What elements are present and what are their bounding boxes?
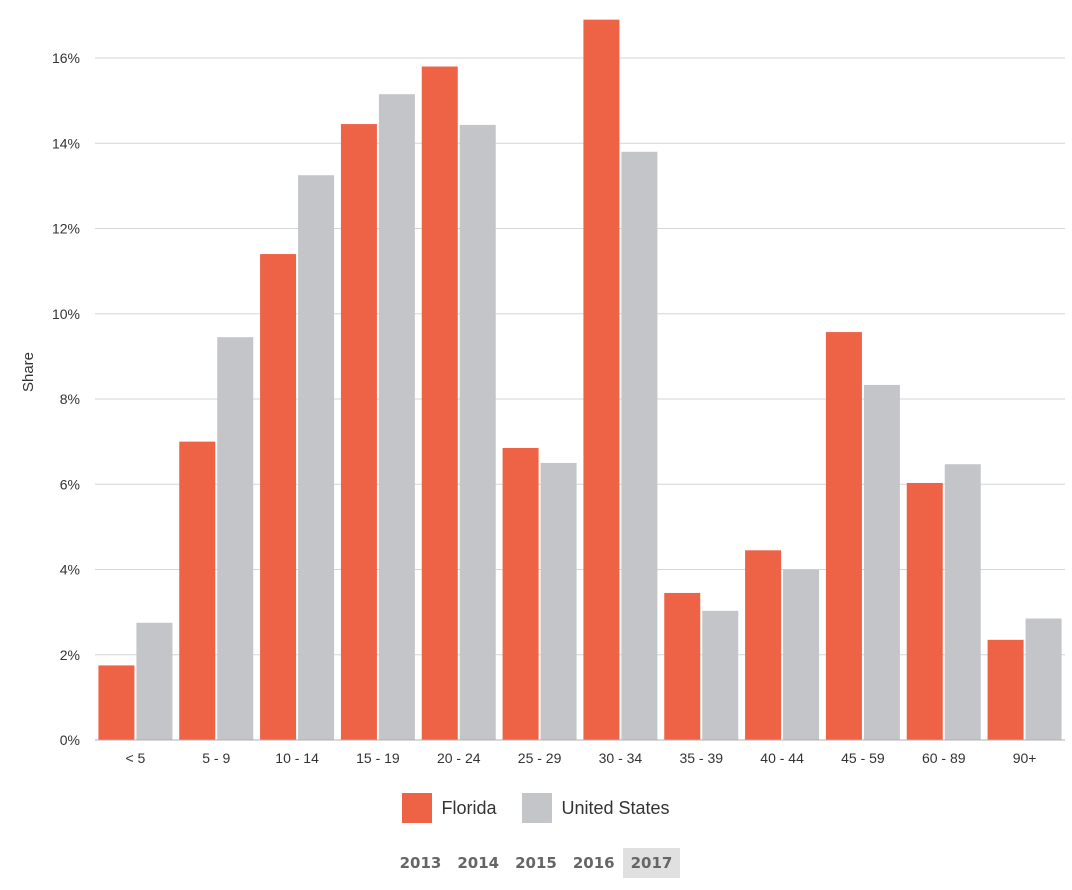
bar-florida[interactable]	[745, 550, 782, 740]
y-tick-label: 14%	[52, 135, 80, 151]
bar-florida[interactable]	[421, 66, 458, 740]
x-tick-label: 10 - 14	[275, 750, 319, 766]
bar-united-states[interactable]	[136, 622, 173, 740]
bar-florida[interactable]	[260, 254, 297, 740]
x-tick-label: 20 - 24	[437, 750, 481, 766]
year-button-2014[interactable]: 2014	[457, 854, 500, 872]
y-axis-ticks: 0% 2% 4% 6% 8% 10% 12% 14% 16%	[52, 50, 80, 748]
bar-florida[interactable]	[179, 441, 216, 740]
x-tick-label: 45 - 59	[841, 750, 885, 766]
x-tick-label: 40 - 44	[760, 750, 804, 766]
year-button-2015[interactable]: 2015	[515, 854, 557, 872]
legend-swatch-florida	[402, 793, 433, 823]
bar-united-states[interactable]	[459, 124, 496, 740]
x-tick-label: 15 - 19	[356, 750, 400, 766]
legend-label-florida: Florida	[441, 797, 497, 818]
y-tick-label: 8%	[60, 391, 80, 407]
bar-chart: 0% 2% 4% 6% 8% 10% 12% 14% 16% < 5 5 - 9 10 - 14 15…	[20, 19, 1065, 766]
y-tick-label: 12%	[52, 221, 80, 237]
bar-united-states[interactable]	[540, 462, 577, 740]
x-axis-ticks: < 5 5 - 9 10 - 14 15 - 19 20 - 24 25 - 29 30 -…	[125, 750, 1036, 766]
bar-florida[interactable]	[340, 124, 377, 741]
y-axis-title: Share	[20, 352, 37, 392]
bar-united-states[interactable]	[1025, 618, 1062, 740]
y-tick-label: 10%	[52, 306, 80, 322]
bars	[98, 19, 1062, 741]
bar-united-states[interactable]	[378, 94, 415, 740]
legend-item-florida[interactable]: Florida	[402, 793, 496, 823]
bar-florida[interactable]	[906, 482, 943, 740]
year-selector: 2013 2014 2015 2016 2017	[0, 848, 1072, 878]
x-tick-label: < 5	[125, 750, 145, 766]
bar-united-states[interactable]	[863, 384, 900, 740]
bar-united-states[interactable]	[298, 175, 335, 740]
bar-united-states[interactable]	[621, 151, 658, 740]
y-tick-label: 4%	[60, 562, 80, 578]
x-tick-label: 30 - 34	[599, 750, 643, 766]
bar-united-states[interactable]	[944, 464, 981, 740]
year-button-2013[interactable]: 2013	[399, 854, 442, 872]
x-tick-label: 25 - 29	[518, 750, 562, 766]
legend-item-united-states[interactable]: United States	[522, 793, 670, 823]
bar-united-states[interactable]	[217, 337, 254, 740]
bar-florida[interactable]	[98, 665, 135, 740]
y-tick-label: 2%	[60, 647, 80, 663]
x-tick-label: 5 - 9	[202, 750, 230, 766]
legend-swatch-united-states	[522, 793, 553, 823]
bar-florida[interactable]	[664, 592, 701, 740]
x-tick-label: 90+	[1013, 750, 1037, 766]
year-button-2016[interactable]: 2016	[572, 854, 615, 872]
y-tick-label: 6%	[60, 476, 80, 492]
x-tick-label: 60 - 89	[922, 750, 966, 766]
x-tick-label: 35 - 39	[679, 750, 723, 766]
legend: Florida United States	[0, 792, 1072, 824]
y-tick-label: 16%	[52, 50, 80, 66]
y-tick-label: 0%	[60, 732, 80, 748]
bar-florida[interactable]	[583, 19, 620, 740]
bar-united-states[interactable]	[783, 569, 820, 741]
bar-florida[interactable]	[502, 448, 539, 740]
bar-florida[interactable]	[825, 332, 862, 740]
legend-label-united-states: United States	[561, 797, 670, 818]
bar-florida[interactable]	[987, 639, 1024, 740]
bar-united-states[interactable]	[702, 610, 739, 740]
year-button-2017[interactable]: 2017	[622, 848, 681, 878]
gridlines	[95, 57, 1065, 656]
